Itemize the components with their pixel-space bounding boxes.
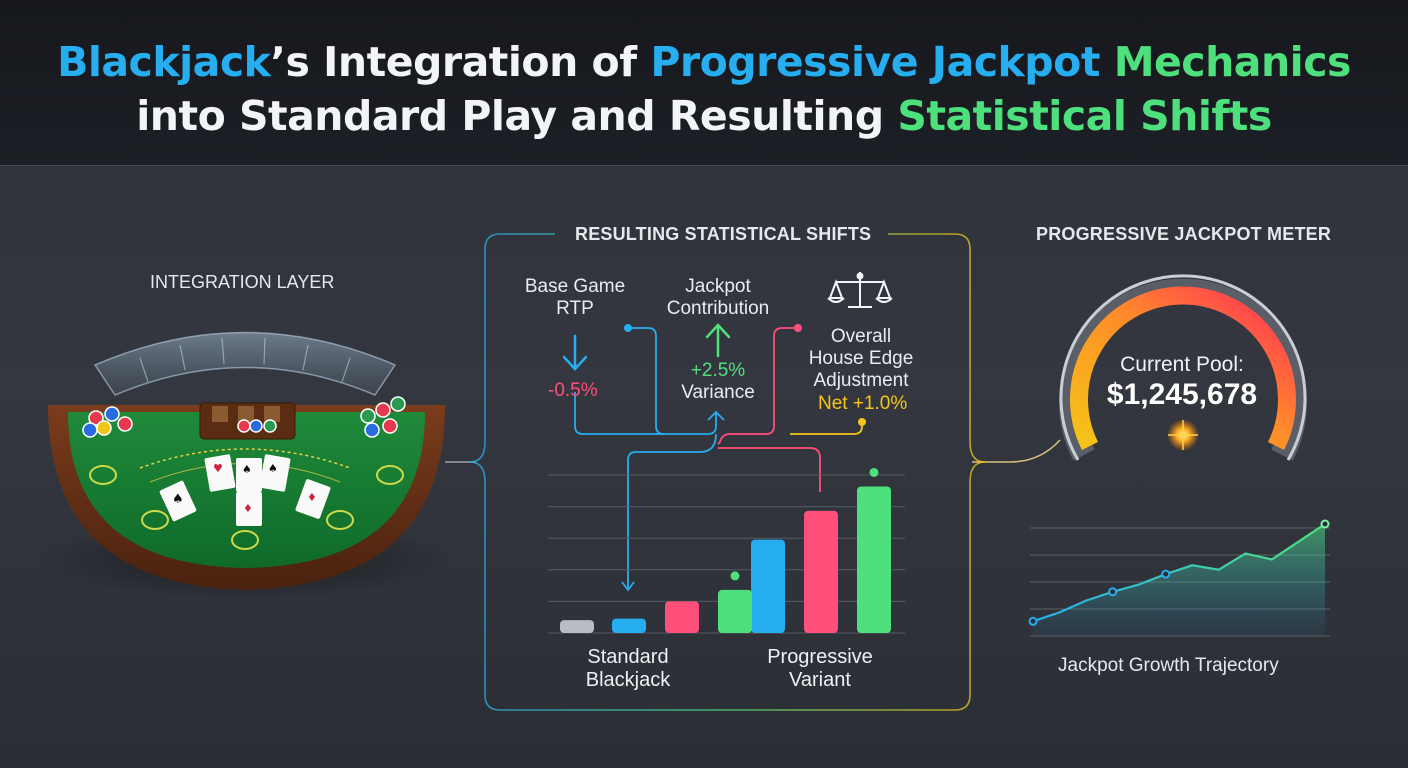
bar-top-marker (869, 467, 879, 477)
bar-baseline (560, 620, 594, 633)
jackpot-contribution-value: +2.5% Variance (660, 360, 776, 404)
chip-stacks (82, 396, 406, 438)
bar-series1-group2 (751, 539, 785, 633)
growth-point (1161, 569, 1171, 579)
growth-point (1320, 519, 1330, 529)
bar-series1-group1 (612, 618, 646, 633)
house-edge-label-line1: Overall (830, 326, 892, 347)
title-mechanics: Mechanics (1099, 38, 1352, 86)
svg-text:♠: ♠ (268, 462, 278, 475)
jackpot-contribution-label-line2: Contribution (666, 298, 770, 319)
group-label-progressive: Progressive Variant (740, 646, 900, 692)
bar-series3-group2 (857, 486, 891, 633)
stats-panel-title: RESULTING STATISTICAL SHIFTS (575, 224, 872, 244)
integration-layer-arc (93, 331, 397, 396)
base-rtp-label: Base Game RTP (515, 276, 635, 320)
jackpot-gauge (1059, 274, 1307, 461)
bar-series2-group2 (804, 510, 838, 633)
base-rtp-label-line2: RTP (556, 298, 594, 319)
page-title-line-1: Blackjack’s Integration of Progressive J… (0, 38, 1408, 86)
group-standard-line1: Standard (587, 646, 669, 668)
title-standard-play: into Standard Play and Resulting (136, 92, 898, 140)
svg-text:♦: ♦ (243, 502, 253, 515)
stats-panel-border (469, 233, 986, 711)
growth-chart-label: Jackpot Growth Trajectory (1058, 655, 1279, 676)
playing-cards: ♥ ♠ ♠ ♠ ♦ ♦ (159, 454, 331, 526)
house-edge-label-line3: Adjustment (813, 370, 909, 391)
title-blackjack: Blackjack (57, 38, 271, 86)
current-pool-label: Current Pool: (1120, 353, 1244, 376)
growth-chart (1028, 519, 1330, 637)
base-rtp-label-line1: Base Game (524, 276, 626, 297)
jackpot-contribution-percent: +2.5% (690, 360, 746, 381)
group-progressive-line2: Variant (789, 669, 851, 691)
house-edge-value: Net +1.0% (818, 393, 908, 414)
svg-text:♦: ♦ (307, 491, 317, 504)
page-title-line-2: into Standard Play and Resulting Statist… (0, 92, 1408, 140)
title-integration: ’s Integration of (270, 38, 651, 86)
flow-connectors (574, 324, 866, 592)
title-statistical-shifts: Statistical Shifts (897, 92, 1272, 140)
bar-top-marker (730, 571, 740, 581)
growth-point (1108, 587, 1118, 597)
house-edge-label: Overall House Edge Adjustment (800, 326, 922, 392)
growth-point (1028, 616, 1038, 626)
base-rtp-value: -0.5% (548, 380, 598, 401)
title-progressive-jackpot: Progressive Jackpot (650, 38, 1100, 86)
group-standard-line2: Blackjack (585, 669, 671, 691)
bar-chart-bars (560, 467, 891, 633)
jackpot-contribution-label-line1: Jackpot (685, 276, 751, 297)
group-label-standard: Standard Blackjack (548, 646, 708, 692)
connector-panel-to-meter (972, 439, 1061, 463)
jackpot-up-arrow-icon (705, 323, 731, 358)
current-pool-value: $1,245,678 (1106, 378, 1258, 411)
rtp-down-arrow-icon (562, 334, 588, 371)
meter-title: PROGRESSIVE JACKPOT METER (1036, 224, 1332, 244)
blackjack-table: ♥ ♠ ♠ ♠ ♦ ♦ (35, 396, 455, 600)
jackpot-contribution-variance: Variance (681, 382, 755, 403)
svg-text:♠: ♠ (242, 463, 252, 476)
title-banner: Blackjack’s Integration of Progressive J… (0, 0, 1408, 166)
bar-series2-group1 (665, 601, 699, 633)
svg-text:♥: ♥ (213, 462, 223, 475)
balance-scale-icon (827, 272, 893, 308)
house-edge-label-line2: House Edge (808, 348, 914, 369)
integration-layer-label: INTEGRATION LAYER (150, 272, 335, 292)
svg-text:♠: ♠ (172, 492, 184, 507)
jackpot-contribution-label: Jackpot Contribution (650, 276, 786, 320)
group-progressive-line1: Progressive (767, 646, 873, 668)
bar-series3-group1 (718, 589, 752, 633)
bar-chart (548, 467, 905, 634)
